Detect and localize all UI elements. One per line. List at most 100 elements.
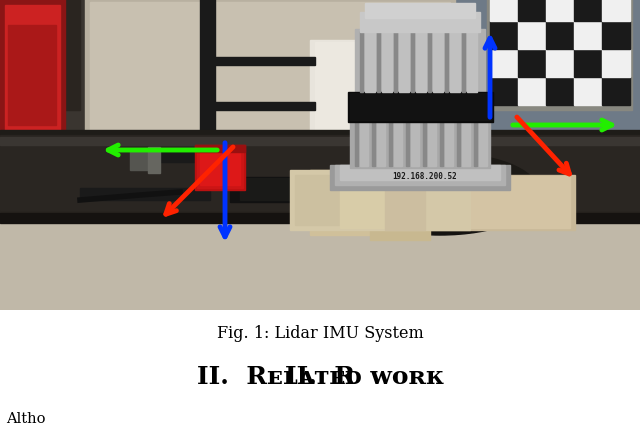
Bar (0, 0, 640, 151)
Bar (474, 121, 477, 167)
Bar (490, 22, 518, 50)
Bar (602, 50, 630, 78)
Bar (0, 136, 640, 216)
Bar (602, 78, 630, 106)
Bar (200, 151, 240, 186)
Bar (574, 50, 602, 78)
Bar (518, 78, 546, 106)
Bar (428, 121, 436, 167)
Bar (310, 171, 390, 236)
Bar (377, 32, 380, 93)
Bar (348, 93, 493, 123)
Bar (490, 50, 518, 78)
Text: Fig. 1: Lidar IMU System: Fig. 1: Lidar IMU System (216, 324, 424, 341)
Bar (602, 0, 630, 22)
Bar (5, 6, 60, 131)
Bar (382, 32, 392, 93)
Bar (546, 22, 574, 50)
Bar (315, 43, 440, 133)
Bar (295, 176, 345, 226)
Bar (389, 121, 392, 167)
Bar (411, 121, 419, 167)
Bar (399, 32, 409, 93)
Text: 192.168.200.52: 192.168.200.52 (392, 171, 458, 180)
Bar (335, 166, 505, 186)
Bar (310, 176, 575, 230)
Bar (90, 3, 450, 153)
Bar (462, 121, 470, 167)
Bar (0, 0, 65, 136)
Bar (394, 32, 397, 93)
Bar (360, 13, 480, 33)
Bar (215, 103, 315, 111)
Bar (330, 166, 510, 191)
Bar (350, 94, 491, 121)
Bar (479, 121, 487, 167)
Bar (0, 138, 640, 146)
Bar (450, 32, 460, 93)
Bar (80, 189, 210, 201)
Bar (377, 121, 385, 167)
Bar (462, 32, 465, 93)
Bar (8, 26, 56, 126)
Bar (85, 0, 455, 156)
Bar (518, 0, 546, 22)
Bar (0, 151, 640, 220)
Text: Altho: Altho (6, 411, 46, 425)
Bar (385, 173, 425, 230)
Bar (574, 78, 602, 106)
Bar (490, 0, 518, 22)
Bar (440, 121, 443, 167)
Bar (148, 148, 160, 174)
Bar (365, 32, 375, 93)
Bar (360, 121, 368, 167)
Bar (197, 148, 243, 189)
Bar (445, 32, 448, 93)
Bar (350, 119, 490, 169)
Bar (145, 151, 200, 163)
Bar (340, 166, 500, 181)
Bar (490, 78, 518, 106)
Bar (467, 32, 477, 93)
Bar (0, 214, 640, 224)
Ellipse shape (340, 156, 540, 236)
Text: II.  R: II. R (285, 364, 355, 388)
Bar (0, 131, 640, 220)
Bar (200, 0, 215, 136)
Bar (355, 121, 358, 167)
Bar (0, 0, 90, 151)
Bar (365, 4, 475, 19)
Bar (433, 32, 443, 93)
Bar (416, 32, 426, 93)
Bar (230, 178, 310, 203)
Bar (518, 22, 546, 50)
Bar (518, 50, 546, 78)
Bar (290, 171, 470, 230)
Bar (406, 121, 409, 167)
Bar (360, 32, 363, 93)
Bar (423, 121, 426, 167)
Bar (445, 121, 453, 167)
Bar (574, 0, 602, 22)
Bar (240, 179, 310, 201)
Bar (355, 30, 485, 95)
Bar (546, 50, 574, 78)
Ellipse shape (342, 153, 538, 228)
Text: II.  Rᴇʟᴀᴛᴇᴅ ᴡᴏʀᴋ: II. Rᴇʟᴀᴛᴇᴅ ᴡᴏʀᴋ (196, 364, 444, 388)
Bar (411, 32, 414, 93)
Bar (370, 171, 430, 240)
Bar (195, 146, 245, 191)
Bar (394, 121, 402, 167)
Bar (310, 41, 440, 136)
Bar (487, 0, 632, 111)
Bar (0, 223, 640, 310)
Bar (372, 121, 375, 167)
Bar (320, 177, 570, 228)
Bar (0, 218, 640, 310)
Bar (546, 78, 574, 106)
Bar (574, 22, 602, 50)
Bar (546, 0, 574, 22)
Bar (0, 141, 640, 210)
Bar (340, 174, 385, 228)
Bar (130, 151, 150, 171)
